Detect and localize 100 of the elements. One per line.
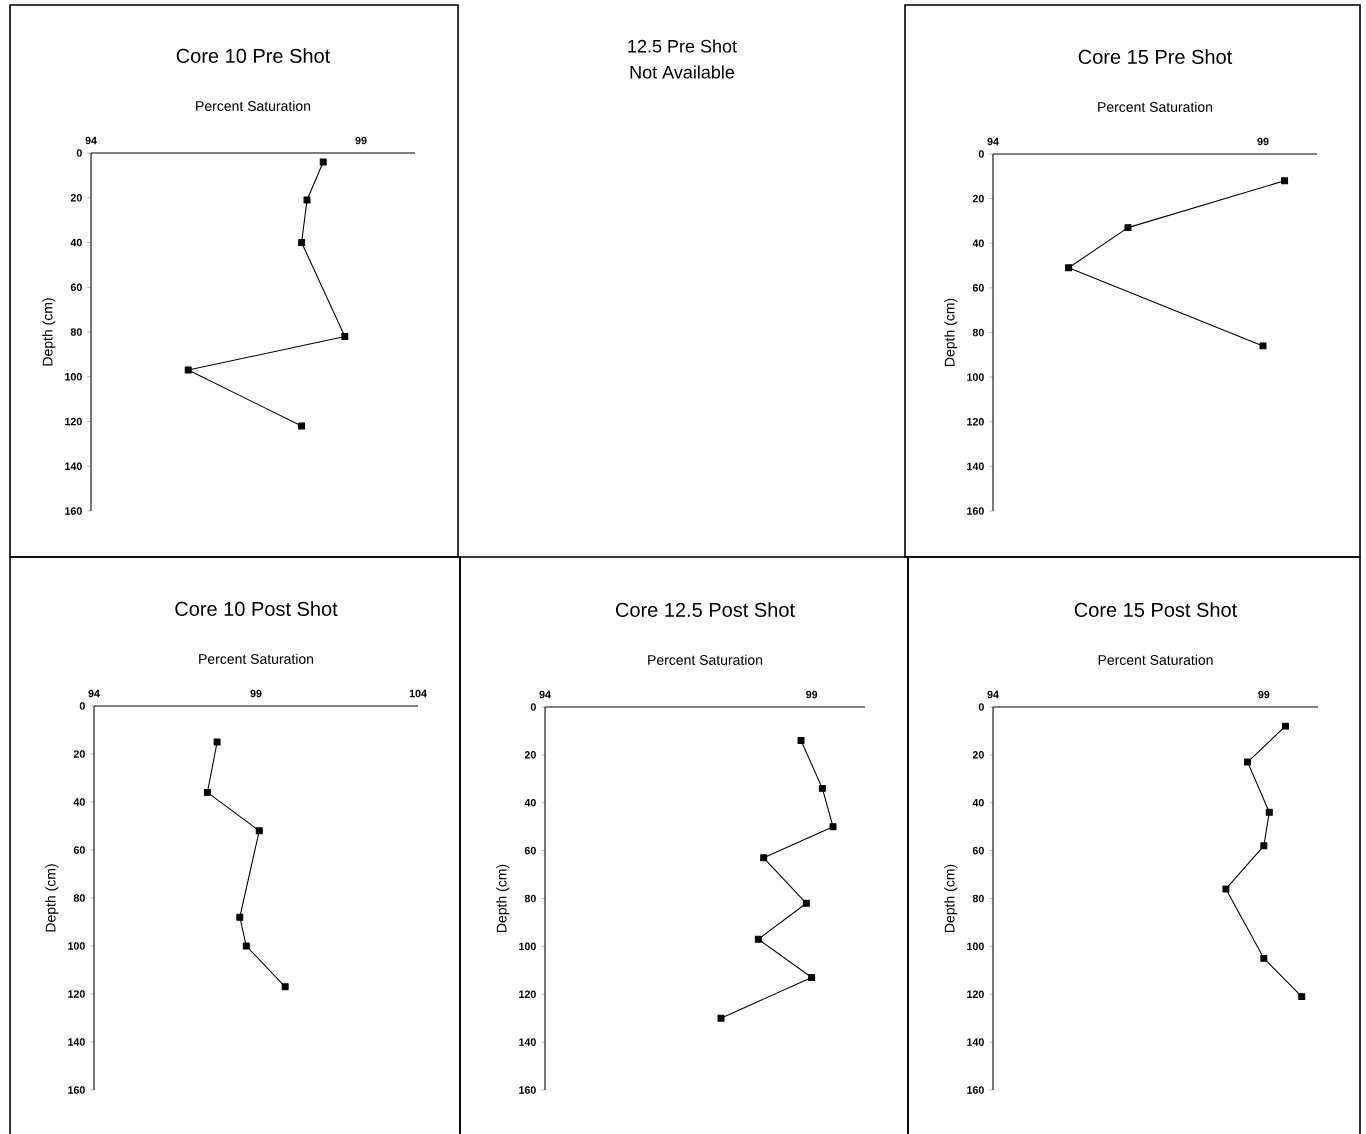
y-tick-label: 160 [68,1086,85,1094]
y-tick-label: 120 [65,417,82,426]
point [1065,264,1073,272]
x-axis-title: Percent Saturation [196,100,311,111]
y-tick-label: 140 [967,1038,984,1046]
x-tick-label: 99 [1258,690,1270,699]
y-axis-title: Depth (cm) [42,298,56,366]
y-tick-label: 100 [967,373,984,381]
x-tick-label: 94 [987,137,999,146]
chart-title: Core 15 Pre Shot [1078,49,1233,64]
point [808,974,816,981]
y-tick-label: 120 [967,990,984,999]
point [1298,993,1306,1001]
y-tick-label: 60 [73,846,85,854]
y-tick-label: 80 [972,328,984,337]
point [1282,722,1289,730]
point [281,983,289,991]
y-tick-label: 40 [70,238,82,247]
point [1222,885,1230,893]
y-tick-label: 140 [65,462,82,471]
y-tick-label: 140 [519,1038,536,1046]
point [255,827,263,835]
point [829,823,837,831]
point [1260,954,1268,962]
point [1244,758,1252,766]
x-axis-title: Percent Saturation [1098,101,1213,112]
y-tick-label: 60 [972,284,984,292]
point [298,422,306,430]
y-tick-label: 160 [967,507,984,515]
y-tick-label: 60 [524,846,536,855]
chart-title: Core 10 Pre Shot [176,48,331,63]
y-tick-label: 20 [70,193,82,202]
y-tick-label: 40 [972,239,984,248]
x-tick-label: 99 [1257,137,1269,146]
point [1260,842,1268,850]
y-tick-label: 160 [519,1086,536,1094]
point [717,1014,725,1022]
chart-title: Core 15 Post Shot [1074,602,1238,617]
y-tick-label: 100 [519,942,536,951]
y-tick-label: 60 [972,846,984,855]
y-tick-label: 40 [73,798,85,806]
point [818,784,826,792]
y-tick-label: 140 [967,462,984,471]
y-tick-label: 160 [65,507,82,515]
point [203,788,211,796]
point [797,737,805,744]
x-tick-label: 99 [806,690,818,699]
y-tick-label: 0 [76,149,82,157]
x-axis-title: Percent Saturation [1098,654,1213,665]
point [1281,177,1289,185]
y-tick-label: 20 [524,751,536,759]
point [213,738,221,746]
point [341,333,349,340]
point [1124,224,1132,232]
x-tick-label: 99 [355,136,367,145]
x-tick-label: 94 [88,689,100,698]
point [802,899,810,907]
point [184,366,192,374]
y-tick-label: 20 [972,751,984,759]
text: Not Available [630,65,735,79]
point [303,196,311,204]
point [1259,342,1267,350]
point [242,942,250,950]
text: 12.5 Pre Shot [628,39,737,53]
x-tick-label: 94 [987,690,999,699]
y-tick-label: 40 [524,798,536,807]
x-tick-label: 94 [85,136,97,145]
y-tick-label: 160 [967,1086,984,1094]
y-tick-label: 0 [530,703,536,711]
x-axis-title: Percent Saturation [199,653,314,664]
y-axis-title: Depth (cm) [496,864,510,932]
y-tick-label: 80 [524,894,536,903]
x-tick-label: 104 [409,689,427,698]
y-tick-label: 80 [70,328,82,336]
x-tick-label: 94 [539,690,551,699]
y-tick-label: 0 [79,702,85,710]
y-tick-label: 120 [967,417,984,426]
point [236,913,244,921]
y-tick-label: 100 [967,942,984,951]
y-tick-label: 80 [972,894,984,903]
y-tick-label: 100 [65,372,82,381]
point [298,239,306,246]
chart-title: Core 12.5 Post Shot [615,602,795,617]
point [760,854,768,862]
y-tick-label: 120 [519,990,536,999]
y-tick-label: 60 [70,283,82,292]
y-tick-label: 40 [972,798,984,807]
y-axis-title: Depth (cm) [944,298,958,366]
x-tick-label: 99 [250,689,262,698]
y-tick-label: 20 [73,750,85,758]
y-axis-title: Depth (cm) [45,864,59,932]
y-tick-label: 0 [978,150,984,158]
point [1265,808,1273,816]
x-axis-title: Percent Saturation [648,654,763,665]
y-tick-label: 20 [972,194,984,203]
y-tick-label: 0 [978,703,984,711]
y-axis-title: Depth (cm) [944,864,958,932]
point [754,935,762,943]
y-tick-label: 100 [68,942,85,950]
point [319,158,327,166]
